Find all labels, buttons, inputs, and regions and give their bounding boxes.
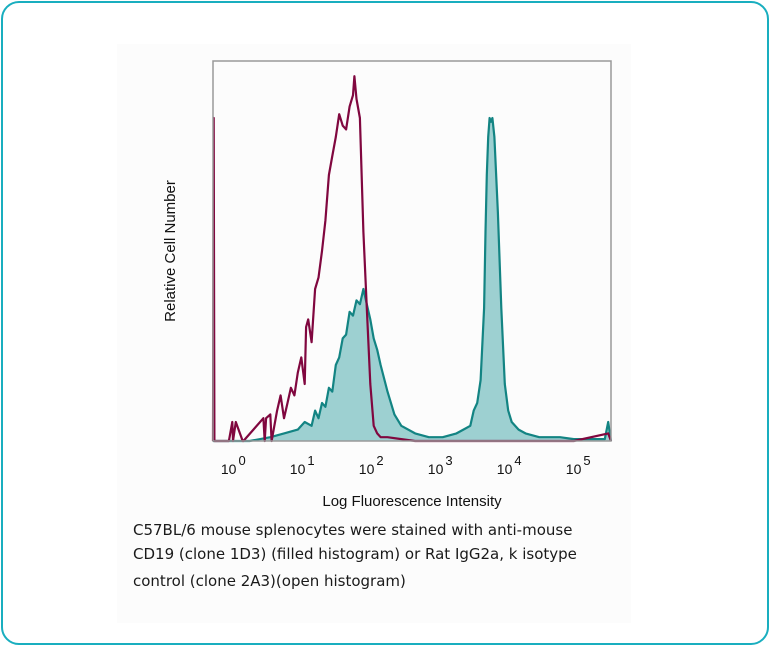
x-tick-label: 100	[221, 453, 246, 477]
x-tick-label: 102	[359, 453, 384, 477]
x-tick-exponent: 2	[376, 453, 383, 468]
open-histogram-line	[211, 75, 613, 443]
x-tick-label: 101	[290, 453, 315, 477]
x-tick-base: 10	[221, 461, 237, 477]
x-tick-base: 10	[359, 461, 375, 477]
figure-panel	[117, 44, 631, 623]
caption-line-2: CD19 (clone 1D3) (filled histogram) or R…	[133, 545, 577, 563]
series-layer	[211, 75, 613, 443]
x-tick-base: 10	[566, 461, 582, 477]
plot-area-border	[212, 60, 612, 442]
figure-caption: C57BL/6 mouse splenocytes were stained w…	[133, 518, 613, 593]
x-axis-label: Log Fluorescence Intensity	[322, 493, 502, 510]
x-tick-label: 105	[566, 453, 591, 477]
filled-histogram-line	[213, 116, 613, 443]
filled-histogram-area	[213, 118, 611, 441]
x-tick-exponent: 3	[445, 453, 452, 468]
x-tick-label: 104	[497, 453, 522, 477]
x-tick-label: 103	[428, 453, 453, 477]
x-tick-exponent: 4	[514, 453, 521, 468]
y-axis-label: Relative Cell Number	[162, 180, 179, 322]
caption-line-1: C57BL/6 mouse splenocytes were stained w…	[133, 521, 573, 539]
x-tick-base: 10	[428, 461, 444, 477]
x-tick-base: 10	[497, 461, 513, 477]
x-tick-base: 10	[290, 461, 306, 477]
x-tick-exponent: 0	[238, 453, 245, 468]
x-tick-exponent: 1	[307, 453, 314, 468]
caption-line-3: control (clone 2A3)(open histogram)	[133, 572, 406, 590]
x-tick-exponent: 5	[583, 453, 590, 468]
